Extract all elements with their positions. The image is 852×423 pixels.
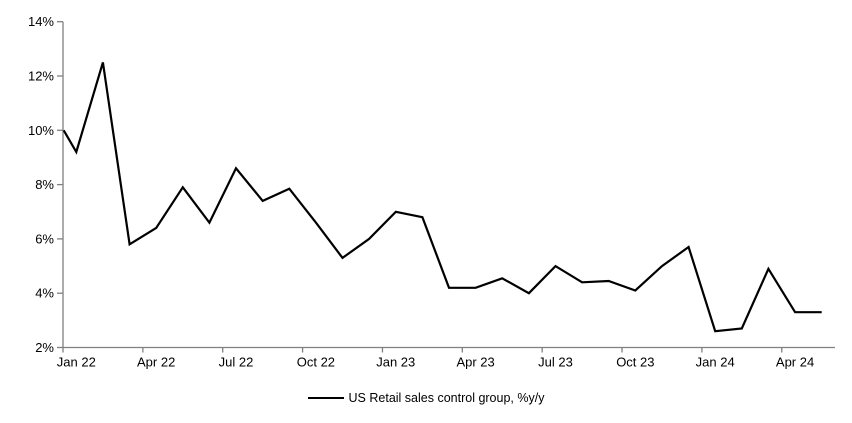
x-tick-label: Oct 23 [616, 355, 654, 370]
legend-line-icon [307, 397, 344, 399]
x-tick-label: Jan 24 [696, 355, 735, 370]
y-tick-label: 8% [35, 177, 54, 192]
y-tick-label: 6% [35, 231, 54, 246]
y-tick-label: 10% [28, 123, 54, 138]
y-tick-label: 14% [28, 14, 54, 29]
x-tick-label: Apr 22 [137, 355, 175, 370]
x-tick-label: Apr 24 [776, 355, 814, 370]
x-tick-label: Apr 23 [456, 355, 494, 370]
series-line [62, 62, 822, 333]
x-tick-label: Jan 23 [376, 355, 415, 370]
x-tick-label: Jul 23 [538, 355, 573, 370]
y-tick-label: 2% [35, 340, 54, 355]
x-tick-label: Oct 22 [297, 355, 335, 370]
x-tick-label: Jul 22 [219, 355, 254, 370]
x-tick-label: Jan 22 [57, 355, 96, 370]
legend-series-label: US Retail sales control group, %y/y [348, 391, 545, 405]
y-tick-label: 12% [28, 69, 54, 84]
chart-legend: US Retail sales control group, %y/y [0, 389, 852, 407]
y-tick-label: 4% [35, 286, 54, 301]
